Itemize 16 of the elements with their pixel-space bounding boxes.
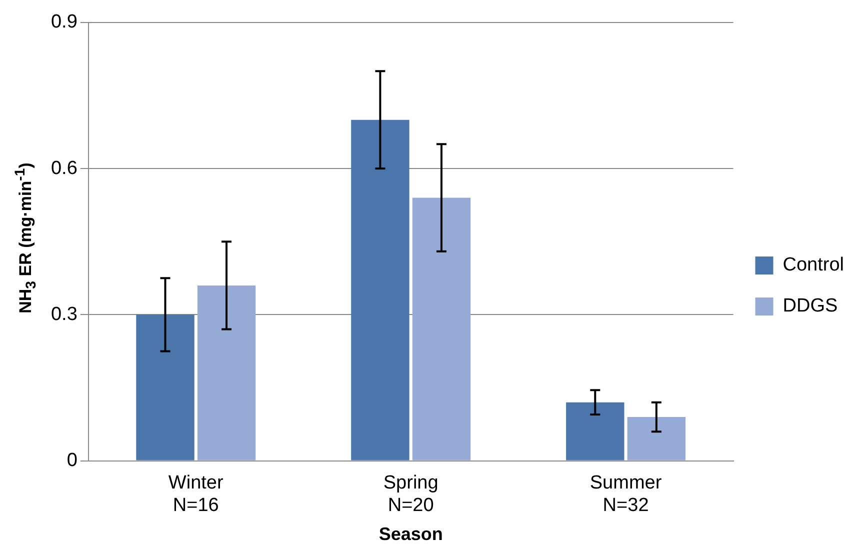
bar — [351, 120, 410, 460]
x-axis-title: Season — [378, 524, 443, 544]
y-tick-label: 0.3 — [50, 304, 78, 325]
bar — [566, 402, 624, 460]
x-tick-label: Summer N=32 — [590, 472, 662, 516]
bar — [197, 285, 256, 460]
bar — [136, 314, 194, 460]
bar — [412, 198, 471, 460]
y-tick-label: 0.6 — [50, 158, 78, 179]
bar — [627, 416, 686, 460]
x-tick-label: Spring N=20 — [383, 472, 438, 516]
y-tick-label: 0.9 — [50, 12, 78, 33]
y-tick-label: 0 — [66, 450, 78, 472]
legend-label: DDGS — [782, 296, 838, 317]
legend-label: Control — [782, 254, 844, 276]
x-tick-label: Winter N=16 — [168, 472, 224, 516]
